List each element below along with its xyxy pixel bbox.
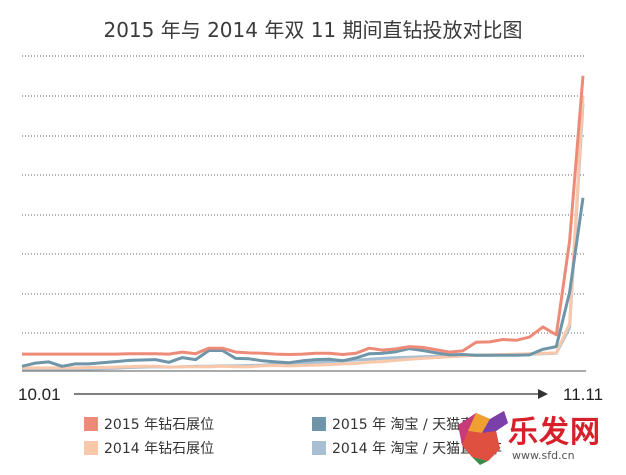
legend-swatch [84,417,98,431]
series-line-2 [21,197,585,368]
legend-swatch [312,441,326,455]
chart-title: 2015 年与 2014 年双 11 期间直钻投放对比图 [103,18,523,42]
x-tick-start: 10.01 [18,385,61,404]
legend-item-2014-ztc: 2014 年 淘宝 / 天猫直通车 [312,438,502,458]
legend-swatch [84,441,98,455]
bull-logo-icon [458,411,508,465]
legend-swatch [312,417,326,431]
series-line-0 [22,75,585,356]
watermark-brand: 乐发网 [508,415,601,450]
watermark-logo: 乐发网 www.sfd.cn [450,401,620,471]
arrow-head-icon [538,389,548,399]
series-lines [21,75,585,372]
series-line-3 [22,103,585,372]
watermark-url: www.sfd.cn [512,449,575,462]
gridlines [22,55,586,334]
legend-label: 2014 年 淘宝 / 天猫直通车 [332,441,503,457]
x-axis [22,370,586,399]
x-tick-end: 11.11 [563,385,604,404]
legend-label: 2014 年钻石展位 [104,441,215,457]
legend-label: 2015 年钻石展位 [104,417,215,433]
legend-item-2014-diamond: 2014 年钻石展位 [84,438,214,458]
legend-item-2015-diamond: 2015 年钻石展位 [84,414,214,434]
